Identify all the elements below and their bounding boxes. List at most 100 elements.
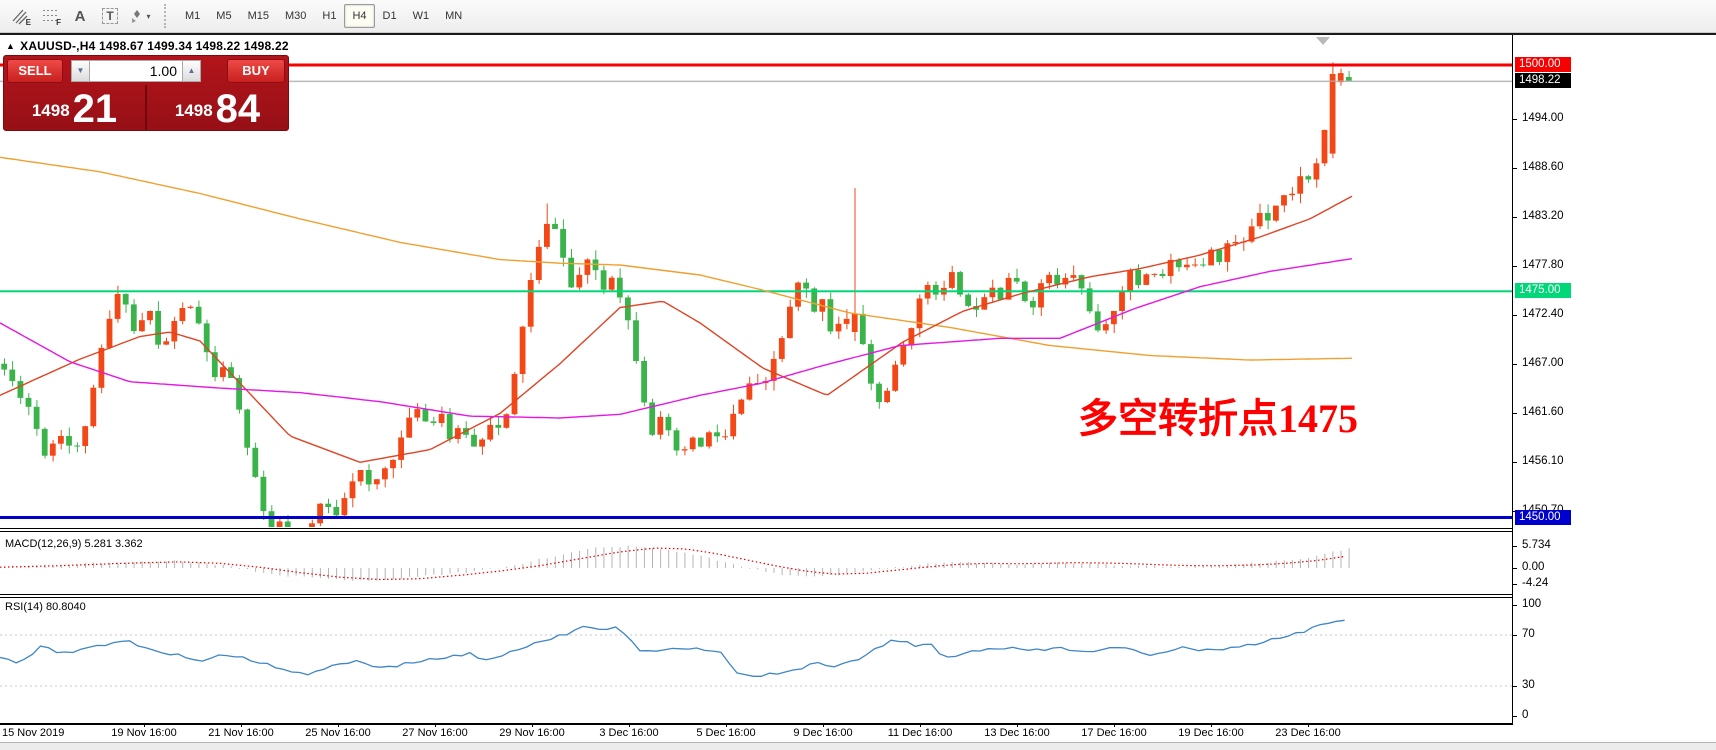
time-tick: [1308, 723, 1309, 727]
chart-annotation-text[interactable]: 多空转折点1475: [1078, 396, 1358, 441]
timeframe-button-h4[interactable]: H4: [344, 4, 375, 28]
time-axis[interactable]: 15 Nov 2019 19 Nov 16:00 21 Nov 16:00 25 No…: [0, 723, 1512, 742]
chart-border-top: [0, 33, 1716, 35]
time-tick-label: 19 Dec 16:00: [1178, 727, 1244, 739]
time-tick: [726, 723, 727, 727]
text-icon[interactable]: A: [74, 7, 86, 25]
volume-decrease-button[interactable]: ▼: [71, 59, 90, 82]
time-tick: [1114, 723, 1115, 727]
toolbar: E F A T ▾ M1 M5 M15 M30 H1 H4 D1 W1 MN: [0, 0, 1716, 33]
pane-separator[interactable]: [0, 594, 1716, 595]
arrows-icon[interactable]: ▾: [126, 3, 154, 29]
price-level-chip: 1500.00: [1515, 57, 1571, 72]
time-tick: [1211, 723, 1212, 727]
time-tick-label: 21 Nov 16:00: [208, 727, 274, 739]
axis-tick: [1513, 686, 1517, 687]
rsi-line: [0, 619, 1345, 677]
price-tick: 1456.10: [1522, 455, 1564, 468]
ohlc-collapse-icon[interactable]: ▲: [6, 41, 16, 51]
timeframe-button-w1[interactable]: W1: [412, 10, 430, 22]
chart-border-bottom: [0, 723, 1716, 725]
rsi-tick: 100: [1522, 598, 1542, 610]
bid-base: 1498: [31, 101, 70, 120]
price-tick: 1494.00: [1522, 112, 1564, 125]
equidistant-channel-icon[interactable]: E: [6, 3, 34, 29]
toolbar-grip[interactable]: [164, 4, 171, 28]
time-tick-label: 25 Nov 16:00: [305, 727, 371, 739]
price-axis[interactable]: 1494.00 1488.60 1483.20 1477.80 1472.40 1467.…: [1513, 35, 1716, 742]
price-tick: 1477.80: [1522, 258, 1564, 271]
axis-tick: [1513, 635, 1517, 636]
macd-tick: 0.00: [1522, 561, 1545, 573]
one-click-trading-panel: SELL ▼ ▲ BUY 1498 21 1498 84: [3, 55, 289, 131]
axis-tick: [1513, 314, 1517, 316]
timeframe-button-m15[interactable]: M15: [247, 10, 269, 22]
price-tick: 1461.60: [1522, 405, 1564, 418]
buy-button[interactable]: BUY: [227, 58, 285, 83]
macd-label: MACD(12,26,9) 5.281 3.362: [5, 538, 143, 550]
axis-tick: [1513, 217, 1517, 219]
price-level-chip: 1475.00: [1515, 283, 1571, 299]
price-level-chip: 1450.00: [1515, 509, 1571, 525]
timeframe-button-m5[interactable]: M5: [216, 10, 232, 22]
axis-tick: [1513, 605, 1517, 606]
pane-separator[interactable]: [0, 531, 1716, 532]
time-tick: [144, 723, 145, 727]
timeframe-button-h1[interactable]: H1: [322, 10, 337, 22]
hline-pivot-1475: [0, 290, 1512, 293]
timeframe-button-mn[interactable]: MN: [445, 10, 463, 22]
timeframe-button-m30[interactable]: M30: [284, 10, 307, 22]
ask-base: 1498: [174, 101, 213, 120]
time-tick: [435, 723, 436, 727]
price-tick: 1467.00: [1522, 356, 1564, 369]
axis-border: [1512, 35, 1513, 723]
rsi-tick: 30: [1522, 679, 1535, 691]
time-tick: [823, 723, 824, 727]
axis-tick: [1513, 462, 1517, 464]
fibonacci-icon[interactable]: F: [36, 3, 64, 29]
hline-current-price: [0, 80, 1512, 82]
price-tick: 1488.60: [1522, 161, 1564, 174]
axis-tick: [1513, 168, 1517, 170]
time-tick: [920, 723, 921, 727]
axis-tick: [1513, 363, 1517, 365]
text-label-icon[interactable]: T: [96, 3, 124, 29]
time-tick: [532, 723, 533, 727]
time-tick-label: 3 Dec 16:00: [599, 727, 659, 739]
axis-tick: [1513, 119, 1517, 121]
symbol-ohlc-text: XAUUSD-,H4 1498.67 1499.34 1498.22 1498.…: [20, 39, 289, 53]
ma-magenta: [0, 258, 1353, 419]
chart-shift-marker-icon[interactable]: [1316, 37, 1330, 45]
time-tick-label: 27 Nov 16:00: [402, 727, 468, 739]
pane-separator[interactable]: [0, 597, 1716, 598]
time-tick: [338, 723, 339, 727]
time-tick-label: 15 Nov 2019: [2, 727, 65, 739]
main-chart-series: [0, 62, 1512, 527]
macd-tick: -4.24: [1522, 577, 1549, 590]
time-tick-label: 29 Nov 16:00: [499, 727, 565, 739]
time-tick-label: 5 Dec 16:00: [696, 727, 756, 739]
axis-tick: [1513, 716, 1517, 717]
macd-series: [0, 545, 1350, 581]
volume-input[interactable]: [90, 59, 182, 82]
ask-price[interactable]: 1498 84: [147, 85, 288, 130]
sell-button[interactable]: SELL: [7, 58, 63, 83]
axis-tick: [1513, 412, 1517, 414]
time-tick-label: 19 Nov 16:00: [111, 727, 177, 739]
hline-resistance-1500: [0, 63, 1512, 67]
timeframe-button-d1[interactable]: D1: [382, 10, 397, 22]
ma-red: [0, 195, 1353, 464]
macd-pane[interactable]: [0, 532, 1716, 594]
symbol-info[interactable]: ▲ XAUUSD-,H4 1498.67 1499.34 1498.22 149…: [6, 39, 289, 53]
price-tick: 1472.40: [1522, 307, 1564, 320]
bid-price[interactable]: 1498 21: [4, 85, 147, 130]
axis-tick: [1513, 265, 1517, 267]
rsi-series: [0, 619, 1512, 687]
rsi-pane[interactable]: [0, 598, 1716, 723]
volume-increase-button[interactable]: ▲: [182, 59, 201, 82]
time-tick: [1017, 723, 1018, 727]
timeframe-button-m1[interactable]: M1: [185, 10, 201, 22]
pane-separator[interactable]: [0, 528, 1716, 529]
